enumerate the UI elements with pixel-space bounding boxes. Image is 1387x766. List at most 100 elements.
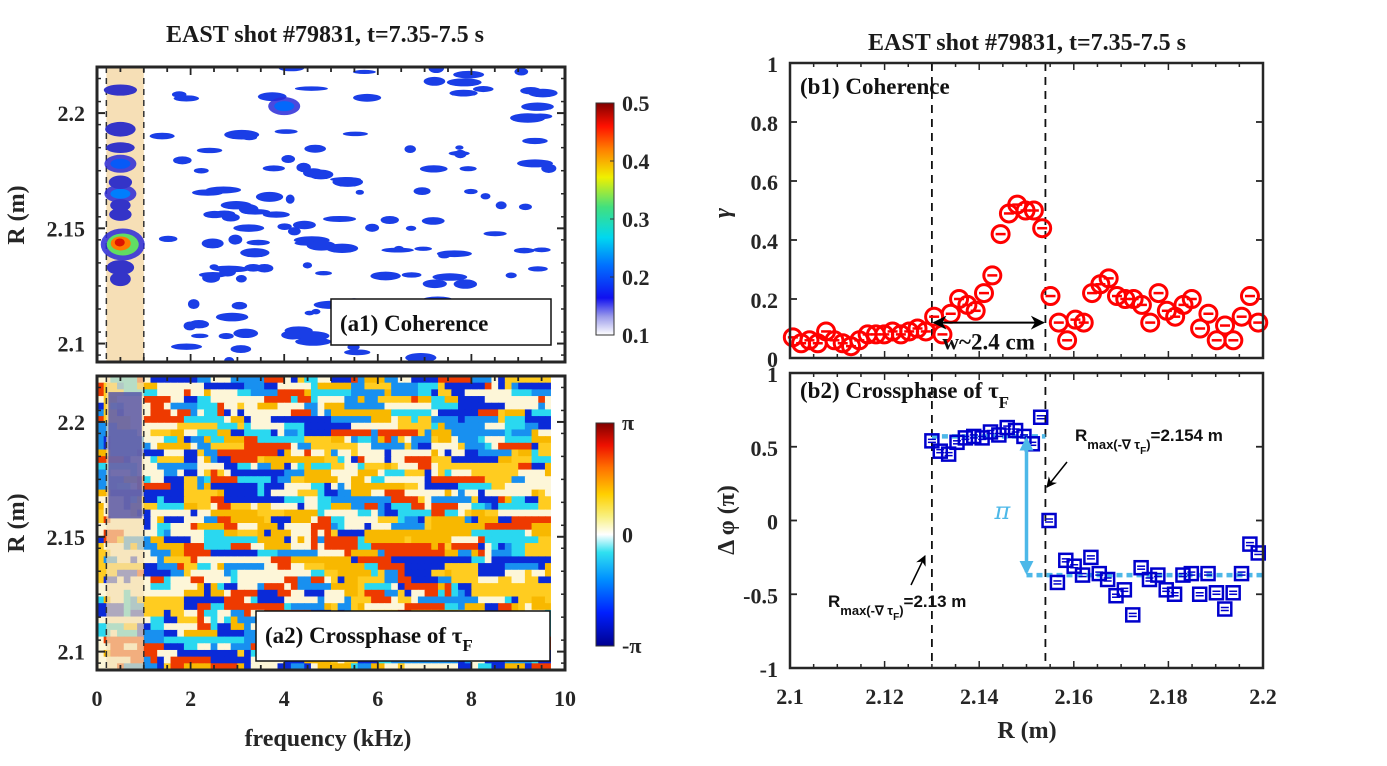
phase-cell (377, 536, 386, 544)
phase-cell (397, 476, 406, 484)
phase-cell (290, 509, 299, 517)
phase-cell (177, 663, 185, 670)
phase-cell (190, 502, 198, 511)
coherence-contour-patch (211, 265, 247, 272)
phase-cell (190, 396, 198, 404)
phase-cell (150, 416, 158, 424)
phase-cell (203, 482, 212, 491)
phase-cell (230, 543, 238, 551)
phase-cell (250, 623, 259, 631)
a2-highlight-band (105, 376, 145, 670)
phase-cell (451, 543, 459, 551)
phase-cell (424, 509, 432, 517)
phase-cell (150, 389, 158, 397)
phase-cell (97, 643, 105, 651)
phase-cell (511, 523, 519, 531)
phase-cell (464, 663, 472, 670)
phase-cell (324, 436, 332, 444)
phase-cell (518, 442, 526, 451)
phase-cell (277, 389, 285, 397)
phase-cell (257, 583, 265, 591)
phase-cell (284, 396, 292, 404)
circle-marker (1040, 286, 1061, 307)
phase-cell (491, 589, 499, 598)
phase-cell (337, 556, 345, 564)
phase-cell (437, 509, 446, 517)
phase-cell (531, 516, 539, 524)
phase-cell (518, 389, 526, 397)
phase-cell (444, 556, 452, 564)
phase-cell (163, 402, 172, 411)
phase-cell (357, 449, 366, 457)
phase-cell (498, 556, 506, 564)
phase-cell (244, 569, 252, 578)
coherence-contour-patch (432, 273, 468, 281)
phase-cell (538, 436, 546, 444)
phase-cell (424, 402, 432, 411)
phase-cell (230, 589, 238, 598)
phase-cell (498, 509, 506, 517)
phase-cell (371, 596, 379, 604)
phase-cell (297, 523, 305, 531)
phase-cell (498, 462, 506, 471)
phase-cell (337, 376, 345, 384)
phase-cell (170, 489, 178, 497)
phase-cell (277, 382, 285, 390)
phase-cell (391, 489, 399, 497)
phase-cell (371, 489, 379, 497)
phase-cell (257, 576, 265, 584)
phase-cell (511, 543, 519, 551)
phase-cell (157, 589, 165, 598)
phase-cell (404, 449, 412, 457)
phase-cell (244, 516, 252, 524)
phase-cell (257, 382, 265, 390)
phase-cell (518, 422, 526, 431)
phase-cell (437, 469, 446, 477)
phase-cell (237, 663, 245, 670)
phase-cell (357, 576, 366, 584)
phase-cell (277, 476, 285, 484)
b2-data-point (1133, 559, 1149, 576)
phase-cell (344, 516, 352, 524)
phase-cell (404, 422, 412, 431)
phase-cell (270, 382, 279, 390)
phase-cell (304, 549, 312, 558)
phase-cell (284, 489, 292, 497)
a2-panel-label-main: (a2) Crossphase of τ (265, 623, 463, 648)
phase-cell (424, 429, 432, 437)
phase-cell (371, 376, 379, 384)
phase-cell (518, 462, 526, 471)
phase-cell (297, 583, 305, 591)
phase-cell (150, 603, 158, 611)
phase-cell (351, 416, 359, 424)
phase-cell (337, 576, 345, 584)
phase-cell (544, 603, 553, 611)
phase-cell (484, 516, 493, 524)
phase-cell (157, 549, 165, 558)
phase-cell (504, 449, 513, 457)
phase-cell (371, 396, 379, 404)
phase-cell (244, 402, 252, 411)
phase-cell (324, 529, 332, 537)
phase-cell (237, 649, 245, 658)
phase-cell (504, 482, 513, 491)
phase-cell (391, 422, 399, 431)
phase-cell (337, 469, 345, 477)
phase-cell (331, 396, 339, 404)
phase-cell (417, 409, 426, 417)
phase-cell (177, 609, 185, 618)
phase-cell (357, 382, 366, 390)
phase-cell (203, 516, 212, 524)
phase-cell (210, 603, 218, 611)
phase-cell (531, 496, 539, 504)
phase-cell (491, 489, 499, 497)
phase-cell (183, 569, 192, 578)
phase-cell (224, 603, 232, 611)
phase-cell (183, 596, 192, 604)
phase-cell (404, 596, 412, 604)
phase-cell (471, 576, 479, 584)
ytick-label: 0.4 (751, 229, 779, 254)
phase-cell (250, 416, 259, 424)
phase-cell (277, 462, 285, 471)
phase-cell (244, 649, 252, 658)
